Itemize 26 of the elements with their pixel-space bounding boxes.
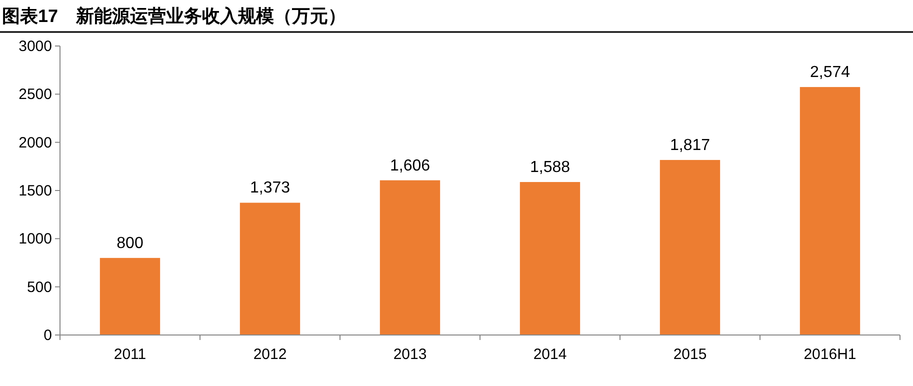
x-tick-label: 2012	[253, 346, 287, 363]
x-tick-label: 2011	[114, 346, 146, 363]
y-tick-label: 500	[26, 278, 52, 296]
y-tick-label: 2000	[18, 134, 52, 152]
bar	[660, 160, 720, 335]
data-label: 1,373	[250, 180, 290, 197]
data-label: 2,574	[810, 64, 850, 82]
y-tick-label: 1000	[18, 230, 52, 248]
y-tick-label: 1500	[18, 182, 52, 200]
bar	[240, 202, 300, 335]
chart-title: 图表17 新能源运营业务收入规模（万元）	[2, 6, 346, 26]
y-tick-label: 3000	[18, 38, 52, 55]
bar	[100, 258, 160, 335]
data-label: 1,588	[530, 159, 570, 176]
data-label: 800	[116, 234, 144, 252]
bar	[800, 87, 860, 335]
x-tick-label: 2016H1	[804, 346, 856, 363]
y-tick-label: 2500	[18, 86, 52, 104]
data-label: 1,606	[390, 157, 430, 174]
y-tick-label: 0	[44, 327, 52, 344]
bar	[520, 182, 580, 335]
x-tick-label: 2013	[393, 346, 427, 363]
data-label: 1,817	[670, 136, 710, 154]
x-tick-label: 2015	[673, 346, 707, 363]
x-tick-label: 2014	[533, 346, 567, 363]
bar	[380, 180, 440, 335]
